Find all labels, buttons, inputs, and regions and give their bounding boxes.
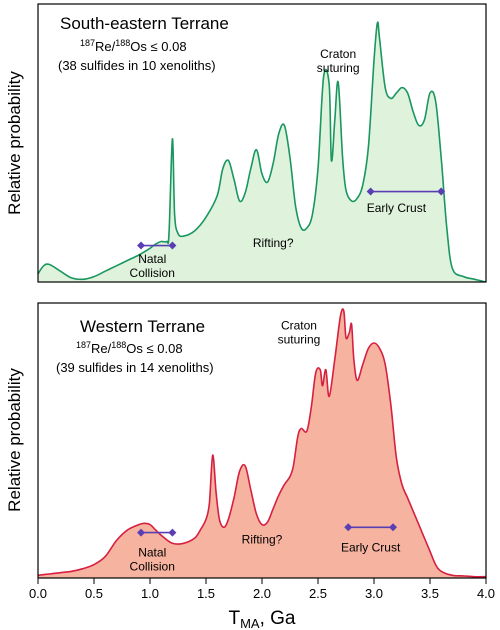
density-curve-bottom — [38, 308, 486, 578]
annotation-label: Rifting? — [242, 532, 283, 546]
x-tick-label: 2.0 — [253, 586, 271, 601]
range-diamond-marker — [389, 523, 398, 532]
x-tick-label: 1.5 — [197, 586, 215, 601]
x-tick-label: 1.0 — [141, 586, 159, 601]
range-diamond-marker — [344, 523, 353, 532]
annotation-label: Rifting? — [253, 236, 294, 250]
x-tick-label: 4.0 — [477, 586, 495, 601]
density-curve-top — [38, 21, 486, 282]
range-diamond-marker — [437, 187, 446, 196]
annotation-label: Natal Collision — [130, 546, 175, 574]
panel-top: South-eastern Terrane 187Re/188Os ≤ 0.08… — [5, 3, 487, 283]
range-diamond-marker — [168, 528, 177, 537]
x-tick-label: 2.5 — [309, 586, 327, 601]
annotation-label: Craton suturing — [317, 47, 360, 75]
annotation-label: Natal Collision — [130, 252, 175, 280]
panel-top-y-axis-label: Relative probability — [5, 71, 24, 215]
area-fill-top — [38, 22, 486, 282]
annotation-label: Early Crust — [367, 201, 427, 215]
range-diamond-marker — [137, 528, 146, 537]
x-axis-label: TMA, Ga — [228, 608, 295, 630]
x-tick-label: 0.5 — [85, 586, 103, 601]
area-fill-bottom — [38, 308, 486, 578]
panel-bottom: Western Terrane 187Re/188Os ≤ 0.08 (39 s… — [5, 302, 487, 579]
annotation-label: Early Crust — [341, 540, 401, 554]
panel-bottom-y-axis-label: Relative probability — [5, 368, 24, 512]
x-tick-label: 0.0 — [29, 586, 47, 601]
panel-top-frame — [37, 3, 487, 283]
panel-top-title: South-eastern Terrane — [60, 14, 229, 33]
panel-top-isotope-ratio: 187Re/188Os ≤ 0.08 — [80, 38, 187, 54]
range-diamond-marker — [137, 241, 146, 250]
range-diamond-marker — [366, 187, 375, 196]
annotation-label: Craton suturing — [278, 319, 321, 347]
panel-bottom-isotope-ratio: 187Re/188Os ≤ 0.08 — [76, 340, 183, 356]
panel-top-sample-count: (38 sulfides in 10 xenoliths) — [58, 58, 216, 73]
panel-bottom-sample-count: (39 sulfides in 14 xenoliths) — [56, 360, 214, 375]
x-axis-ticks: 0.0 0.5 1.0 1.5 2.0 2.5 3.0 3.5 4.0 — [29, 578, 495, 601]
x-tick-label: 3.0 — [365, 586, 383, 601]
x-tick-label: 3.5 — [421, 586, 439, 601]
panel-top-annotations: Craton suturing Rifting? Early Crust Natal Co… — [130, 47, 446, 280]
panel-bottom-title: Western Terrane — [80, 317, 205, 336]
range-diamond-marker — [168, 241, 177, 250]
panel-bottom-annotations: Craton suturing Rifting? Early Crust Natal Co… — [130, 319, 401, 574]
